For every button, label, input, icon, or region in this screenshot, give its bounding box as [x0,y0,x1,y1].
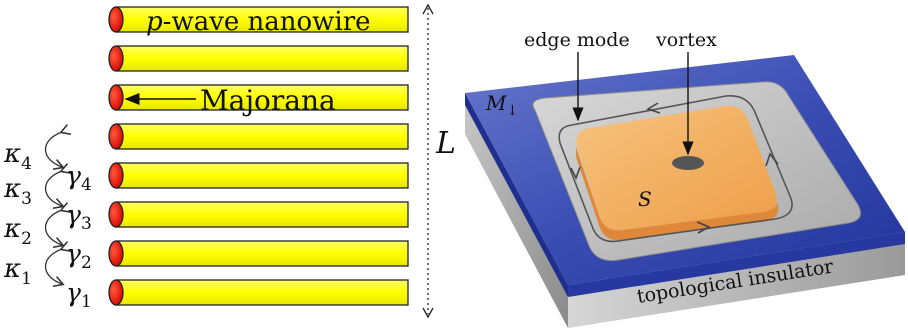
topological-device: edge mode vortex M↓ S topological insula… [465,29,905,328]
nanowire [108,84,409,111]
majorana-label: Majorana [200,84,336,117]
majorana-end [108,162,124,189]
majorana-end [108,84,124,111]
edge-arrow-bottom [696,221,711,234]
length-label: L [435,126,456,161]
majorana-end [108,240,124,267]
gamma-1-label: γ1 [66,278,92,312]
nanowire-body [115,162,409,189]
nanowire-array: p-wave nanowire Majorana L κ4 κ3 κ2 κ1 γ… [3,3,456,319]
nanowire-body [115,45,409,72]
edge-arrow-left [570,166,581,181]
wire-stack [108,6,409,306]
nanowire [108,6,409,33]
majorana-end [108,201,124,228]
vortex-label: vortex [655,29,717,51]
title-label: p-wave nanowire [146,7,371,37]
edge-mode-loop [558,94,793,243]
coupling-arc [45,210,63,245]
nanowire [108,162,409,189]
superconductor-island [576,105,777,231]
nanowire-body [115,279,409,306]
gamma-3-label: γ3 [66,200,92,234]
kappa-1-label: κ1 [3,254,32,289]
magnet-left-edge [465,93,568,297]
edge-mode-label: edge mode [524,29,630,51]
coupling-arc [45,132,63,167]
vortex-core [672,156,704,170]
nanowire-body [115,123,409,150]
kappa-4-label: κ4 [3,139,32,174]
length-arrow-bottom [422,307,434,319]
magnet-label: M↓ [485,91,518,119]
nanowire [108,123,409,150]
edge-arrow-top [646,102,661,114]
nanowire [108,240,409,267]
nanowire-body [115,240,409,267]
majorana-end [108,6,124,33]
nanowire [108,45,409,72]
nanowire-body [115,84,409,111]
coupling-arc [45,249,63,284]
nanowire [108,279,409,306]
superconductor-side [576,147,779,241]
coupling-arc [45,171,63,206]
title-prefix: p [146,7,163,37]
nanowire-body [115,201,409,228]
majorana-end [108,123,124,150]
superconductor-label: S [638,187,652,211]
title-rest: -wave nanowire [163,7,371,37]
coupling-arcs [45,132,63,284]
kappa-2-label: κ2 [3,214,32,249]
majorana-end [108,45,124,72]
gamma-4-label: γ4 [66,161,92,195]
nanowire [108,201,409,228]
gamma-2-label: γ2 [66,239,92,273]
kappa-3-label: κ3 [3,174,32,209]
magnet-front-edge [568,232,905,297]
length-arrow-top [422,3,434,15]
edge-arrow-right [765,152,779,167]
majorana-end [108,279,124,306]
